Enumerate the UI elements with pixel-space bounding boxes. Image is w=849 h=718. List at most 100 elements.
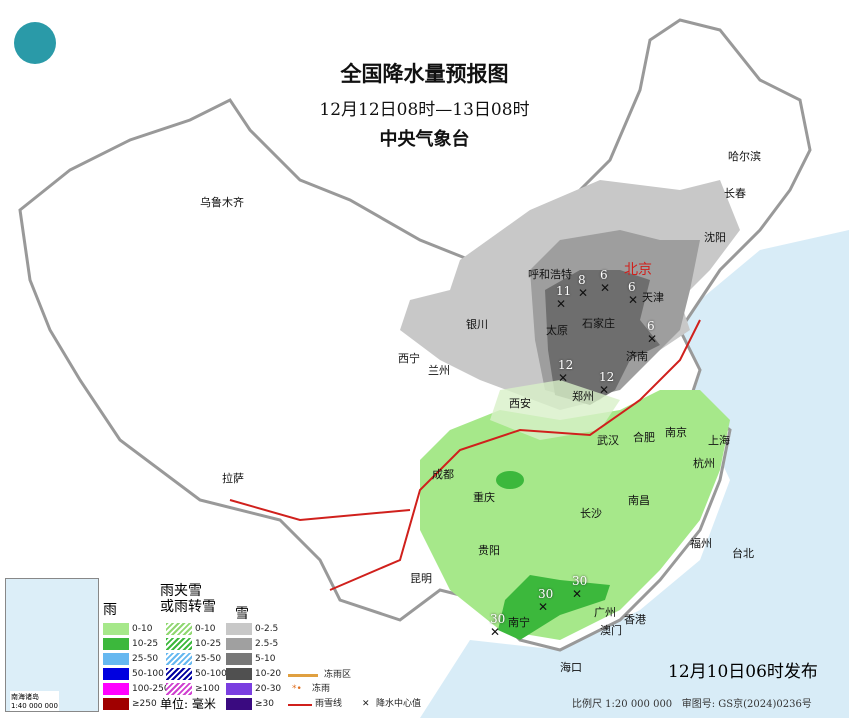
legend-swatch bbox=[226, 668, 252, 680]
legend-label: ≥250 bbox=[132, 699, 157, 709]
legend-swatch bbox=[166, 638, 192, 650]
legend-label: 10-25 bbox=[195, 639, 222, 649]
precip-center: 12 ✕ bbox=[558, 359, 573, 385]
rain-moderate bbox=[498, 575, 610, 640]
center-value: 6 bbox=[628, 280, 636, 294]
legend-label: 5-10 bbox=[255, 654, 276, 664]
legend-label: 25-50 bbox=[132, 654, 159, 664]
forecast-period: 12月12日08时—13日08时 bbox=[319, 100, 530, 120]
center-value: 30 bbox=[572, 574, 588, 588]
legend-swatch bbox=[226, 623, 252, 635]
city-label: 贵阳 bbox=[478, 544, 500, 557]
south-china-sea-inset: 南海诸岛 1:40 000 000 bbox=[5, 578, 99, 712]
x-icon: ✕ bbox=[538, 600, 549, 614]
x-icon: ✕ bbox=[556, 297, 567, 311]
center-value: 8 bbox=[578, 273, 586, 287]
city-label: 南宁 bbox=[508, 616, 530, 629]
center-value: 6 bbox=[647, 319, 655, 333]
city-label: 合肥 bbox=[633, 431, 655, 444]
precip-center: 6 ✕ bbox=[647, 320, 657, 346]
legend-unit: 单位: 毫米 bbox=[160, 697, 216, 711]
sleet-title-2: 或雨转雪 bbox=[160, 599, 216, 615]
legend-label: 0-10 bbox=[132, 624, 153, 634]
x-icon: ✕ bbox=[628, 293, 639, 307]
legend-sleet-title: 雨夹雪 或雨转雪 bbox=[160, 583, 216, 615]
center-x-icon: ✕ bbox=[362, 699, 370, 709]
legend-snow-title: 雪 bbox=[235, 606, 249, 622]
precip-center: 12 ✕ bbox=[599, 371, 614, 397]
legend-label: 10-20 bbox=[255, 669, 282, 679]
precip-center: 30 ✕ bbox=[538, 588, 553, 614]
precip-center: 6 ✕ bbox=[600, 269, 610, 295]
freezing-rain-icon: *• bbox=[292, 684, 302, 694]
center-label: 降水中心值 bbox=[376, 699, 422, 709]
legend-label: 100-250 bbox=[132, 684, 170, 694]
precip-center: 6 ✕ bbox=[628, 281, 638, 307]
legend-label: 50-100 bbox=[132, 669, 164, 679]
center-value: 6 bbox=[600, 268, 608, 282]
legend-swatch bbox=[103, 638, 129, 650]
city-label: 西宁 bbox=[398, 352, 420, 365]
approval-number: 审图号: GS京(2024)0236号 bbox=[681, 699, 812, 710]
precip-center: 30 ✕ bbox=[572, 575, 587, 601]
city-label: 武汉 bbox=[597, 434, 619, 447]
line-label: 雨雪线 bbox=[315, 699, 343, 709]
city-label: 香港 bbox=[624, 613, 646, 626]
city-label: 哈尔滨 bbox=[728, 150, 761, 163]
legend-label: 50-100 bbox=[195, 669, 227, 679]
legend-label: 20-30 bbox=[255, 684, 282, 694]
legend: 雨 雨夹雪 或雨转雪 雪 0-10 10-25 25-50 50-100 100-250 ≥… bbox=[100, 583, 430, 713]
rain-moderate-patch bbox=[496, 471, 524, 489]
legend-label: 0-10 bbox=[195, 624, 216, 634]
city-label: 太原 bbox=[546, 324, 568, 337]
legend-label: 0-2.5 bbox=[255, 624, 279, 634]
city-label: 兰州 bbox=[428, 364, 450, 377]
city-label: 台北 bbox=[732, 547, 754, 560]
city-label: 广州 bbox=[594, 606, 616, 619]
city-label: 上海 bbox=[708, 434, 730, 447]
city-label: 银川 bbox=[466, 318, 488, 331]
legend-swatch bbox=[226, 683, 252, 695]
city-label: 西安 bbox=[509, 397, 531, 410]
issuer: 中央气象台 bbox=[379, 129, 470, 150]
legend-swatch bbox=[226, 638, 252, 650]
city-label: 昆明 bbox=[410, 572, 432, 585]
legend-swatch bbox=[166, 623, 192, 635]
scale: 比例尺 1:20 000 000 bbox=[572, 699, 673, 710]
city-label: 长沙 bbox=[580, 507, 602, 520]
sea bbox=[420, 230, 849, 718]
freezing-zone-label: 冻雨区 bbox=[324, 670, 352, 680]
legend-swatch bbox=[103, 668, 129, 680]
city-label: 北京 bbox=[624, 262, 652, 278]
x-icon: ✕ bbox=[647, 332, 658, 346]
x-icon: ✕ bbox=[599, 383, 610, 397]
map-title: 全国降水量预报图 bbox=[340, 61, 509, 86]
city-label: 澳门 bbox=[600, 624, 622, 637]
legend-swatch bbox=[103, 683, 129, 695]
precip-center: 8 ✕ bbox=[578, 274, 588, 300]
legend-swatch bbox=[166, 668, 192, 680]
center-value: 12 bbox=[558, 358, 574, 372]
scale-and-approval: 比例尺 1:20 000 000 审图号: GS京(2024)0236号 bbox=[572, 695, 812, 710]
logo bbox=[14, 22, 56, 64]
center-value: 30 bbox=[490, 612, 506, 626]
sleet-zone bbox=[490, 380, 620, 440]
legend-swatch bbox=[166, 653, 192, 665]
legend-label: ≥100 bbox=[195, 684, 220, 694]
sleet-title-1: 雨夹雪 bbox=[160, 583, 202, 599]
legend-swatch bbox=[103, 623, 129, 635]
legend-label: 2.5-5 bbox=[255, 639, 279, 649]
city-label: 郑州 bbox=[572, 390, 594, 403]
legend-swatch bbox=[103, 698, 129, 710]
x-icon: ✕ bbox=[578, 286, 589, 300]
rain-snow-line-symbol bbox=[288, 704, 312, 706]
center-value: 12 bbox=[599, 370, 615, 384]
freezing-rain-label: 冻雨 bbox=[312, 684, 331, 694]
inset-scale: 1:40 000 000 bbox=[11, 702, 58, 710]
city-label: 长春 bbox=[724, 187, 746, 200]
legend-swatch bbox=[226, 698, 252, 710]
city-label: 沈阳 bbox=[704, 231, 726, 244]
inset-label: 南海诸岛 1:40 000 000 bbox=[10, 691, 59, 711]
legend-label: 10-25 bbox=[132, 639, 159, 649]
